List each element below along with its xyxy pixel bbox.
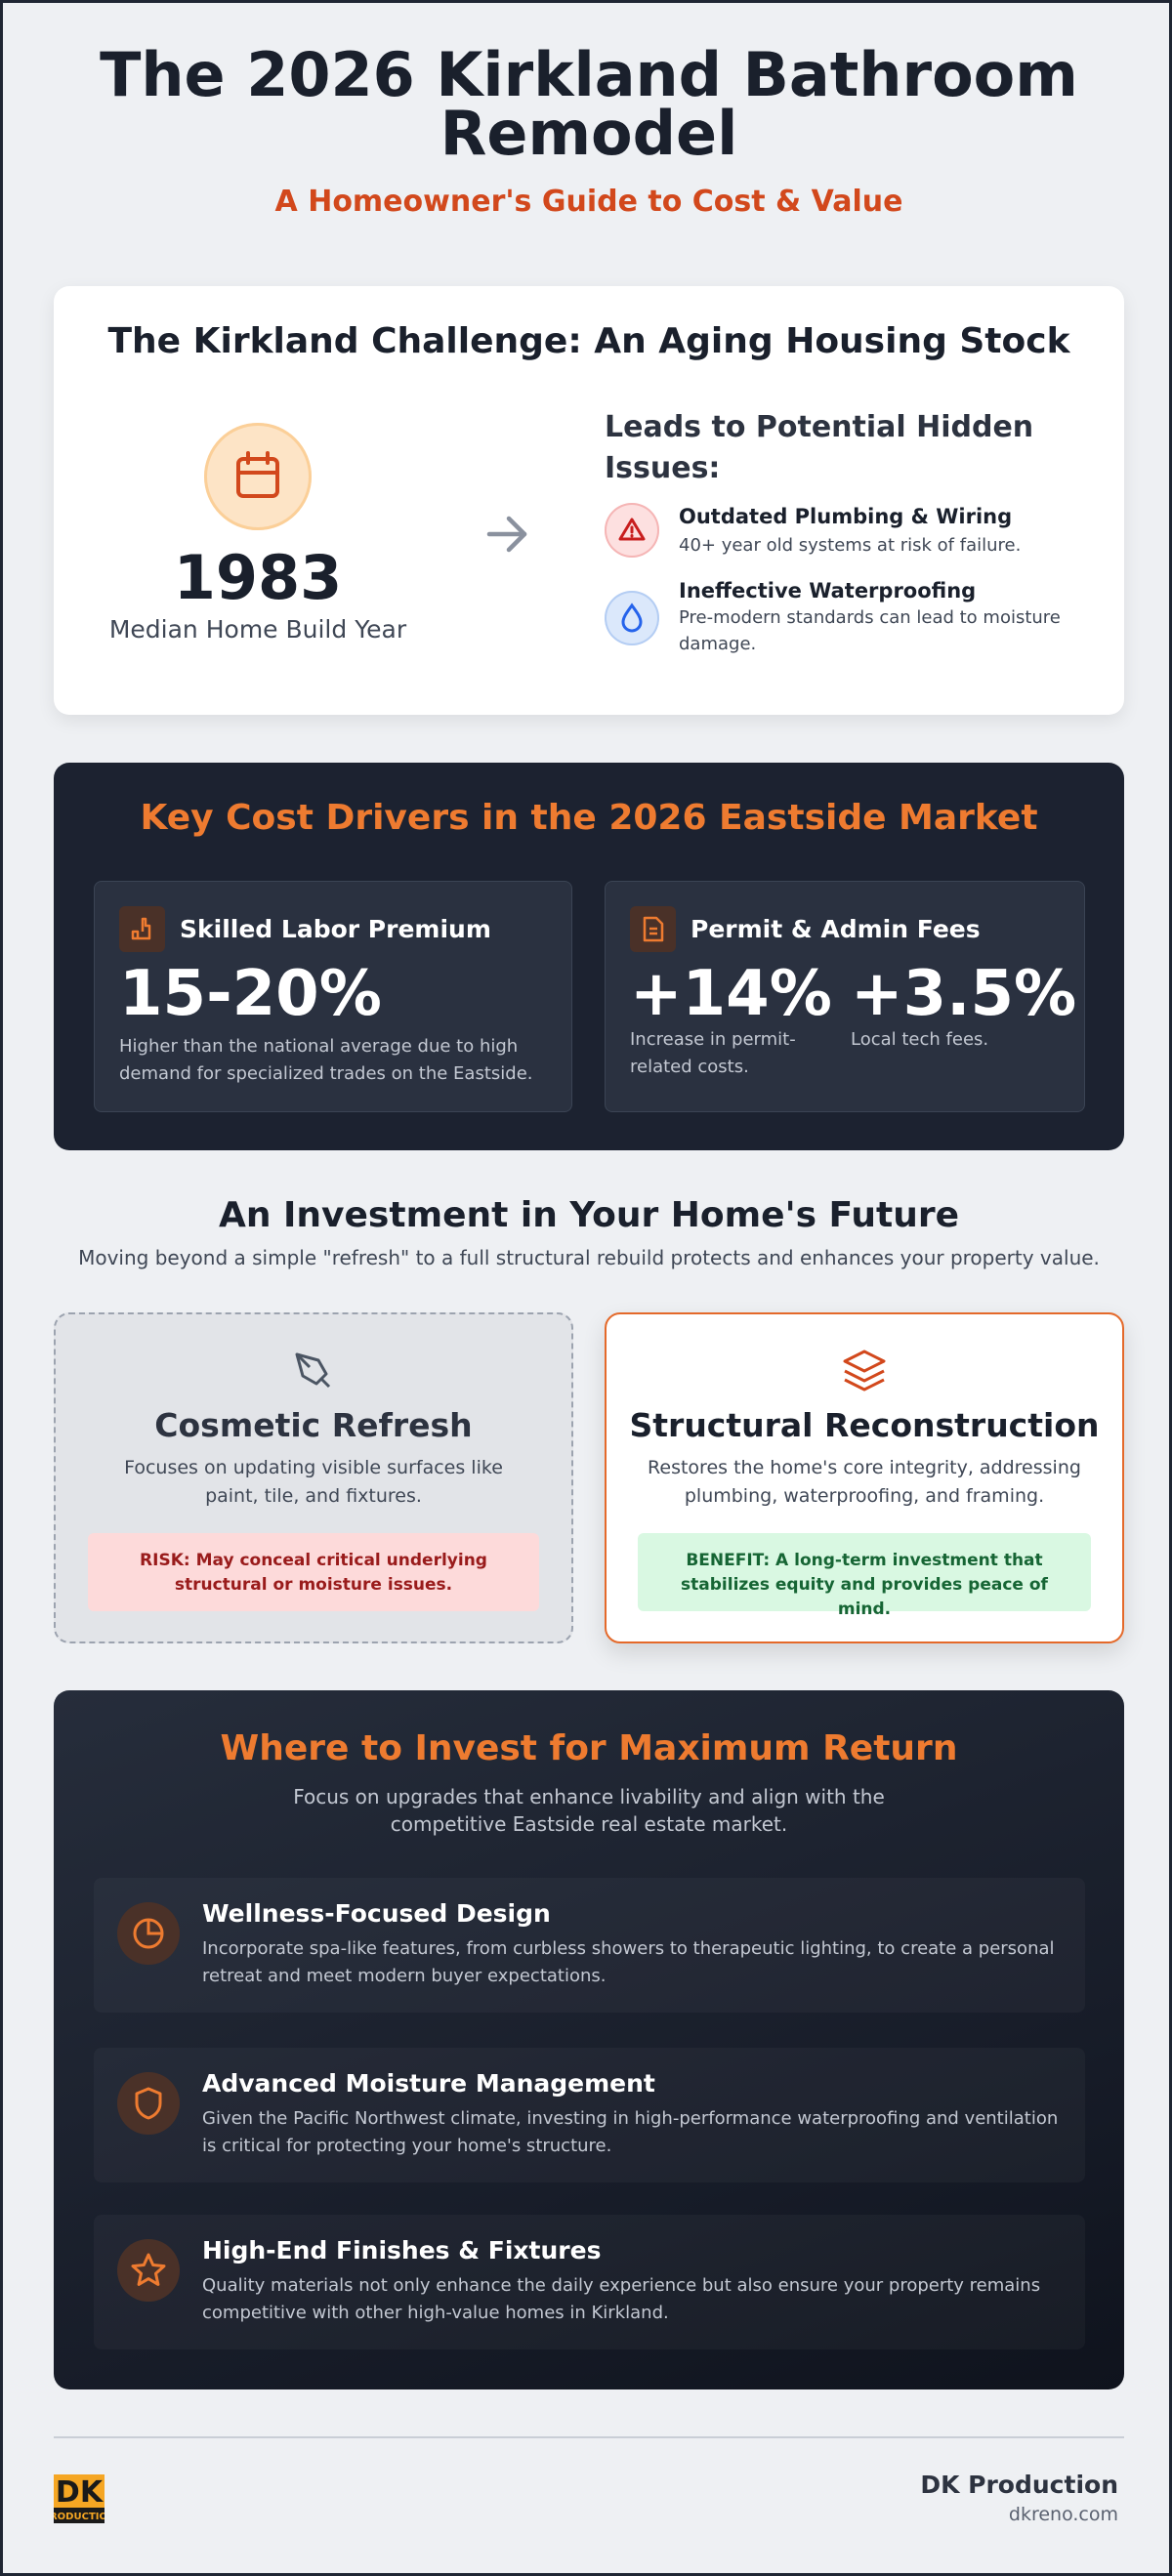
returns-card: Where to Invest for Maximum Return Focus… [54,1690,1124,2389]
item-desc: Quality materials not only enhance the d… [202,2275,1041,2323]
issue-title: Outdated Plumbing & Wiring [679,505,1013,528]
issues-heading: Leads to Potential Hidden Issues: [605,410,1034,485]
driver-title: Skilled Labor Premium [180,915,491,943]
section-title: An Investment in Your Home's Future [219,1195,959,1235]
warning-glyph [618,518,646,541]
shield-glyph [135,2087,162,2120]
svg-text:DK: DK [56,2475,105,2510]
item-desc: Given the Pacific Northwest climate, inv… [202,2108,1059,2156]
option-desc: Focuses on updating visible surfaces lik… [124,1457,503,1507]
calendar-icon [204,423,312,530]
benefit-note: BENEFIT: A long-term investment that sta… [638,1533,1091,1619]
pie-icon [117,1902,180,1965]
section-title: The Kirkland Challenge: An Aging Housing… [107,321,1070,361]
pen-glyph [295,1352,331,1389]
option-title: Cosmetic Refresh [154,1406,473,1444]
return-item: High-End Finishes & Fixtures Quality mat… [94,2215,1085,2349]
option-card: Cosmetic Refresh Focuses on updating vis… [54,1312,573,1643]
driver-desc: Higher than the national average due to … [119,1036,533,1084]
water-glyph [621,602,643,633]
stat-value: 1983 [173,542,343,613]
driver-stat: +14% [630,958,832,1030]
driver-desc: Increase in permit-related costs. [630,1029,796,1077]
water-icon [605,591,659,645]
issue-desc: Pre-modern standards can lead to moistur… [679,607,1061,654]
item-title: High-End Finishes & Fixtures [202,2236,602,2264]
document-icon [630,906,676,952]
section-subtitle: Focus on upgrades that enhance livabilit… [293,1785,885,1836]
subtitle: A Homeowner's Guide to Cost & Value [274,185,903,219]
document-glyph [643,916,664,942]
stat-label: Median Home Build Year [108,615,407,644]
driver-desc: Local tech fees. [851,1029,989,1050]
main-title: The 2026 Kirkland Bathroom Remodel [100,39,1078,169]
svg-text:PRODUCTION: PRODUCTION [54,2512,105,2522]
footer-website: dkreno.com [1008,2504,1118,2525]
pie-glyph [133,1918,164,1949]
labor-glyph [131,917,151,940]
option-desc: Restores the home's core integrity, addr… [648,1457,1081,1507]
labor-icon [119,906,165,952]
risk-note: RISK: May conceal critical underlying st… [88,1533,539,1611]
arrow [486,516,527,553]
shield-icon [117,2072,180,2135]
issue-desc: 40+ year old systems at risk of failure. [679,535,1022,556]
section-title: Key Cost Drivers in the 2026 Eastside Ma… [140,798,1038,838]
item-title: Wellness-Focused Design [202,1899,551,1928]
section-subtitle: Moving beyond a simple "refresh" to a fu… [78,1246,1100,1269]
issue-title: Ineffective Waterproofing [679,579,977,602]
driver-stat: +3.5% [851,958,1077,1030]
cost-card: Key Cost Drivers in the 2026 Eastside Ma… [54,763,1124,1150]
footer-rule [54,2436,1124,2438]
layers-glyph [843,1350,886,1392]
footer-company: DK Production [920,2471,1118,2499]
option-card: Structural Reconstruction Restores the h… [605,1312,1124,1643]
challenge-card: The Kirkland Challenge: An Aging Housing… [54,286,1124,715]
star-icon [117,2239,180,2302]
driver-card: Permit & Admin Fees +14% Increase in per… [605,881,1085,1112]
driver-title: Permit & Admin Fees [691,915,981,943]
logo: DK PRODUCTION [54,2474,105,2523]
return-item: Wellness-Focused Design Incorporate spa-… [94,1878,1085,2013]
option-title: Structural Reconstruction [629,1406,1100,1444]
driver-card: Skilled Labor Premium 15-20% Higher than… [94,881,572,1112]
driver-stat: 15-20% [119,958,382,1030]
calendar-glyph [236,451,279,498]
item-title: Advanced Moisture Management [202,2069,655,2098]
star-glyph [131,2253,166,2286]
return-item: Advanced Moisture Management Given the P… [94,2048,1085,2182]
section-title: Where to Invest for Maximum Return [220,1728,958,1768]
item-desc: Incorporate spa-like features, from curb… [202,1938,1055,1986]
warning-icon [605,503,659,558]
